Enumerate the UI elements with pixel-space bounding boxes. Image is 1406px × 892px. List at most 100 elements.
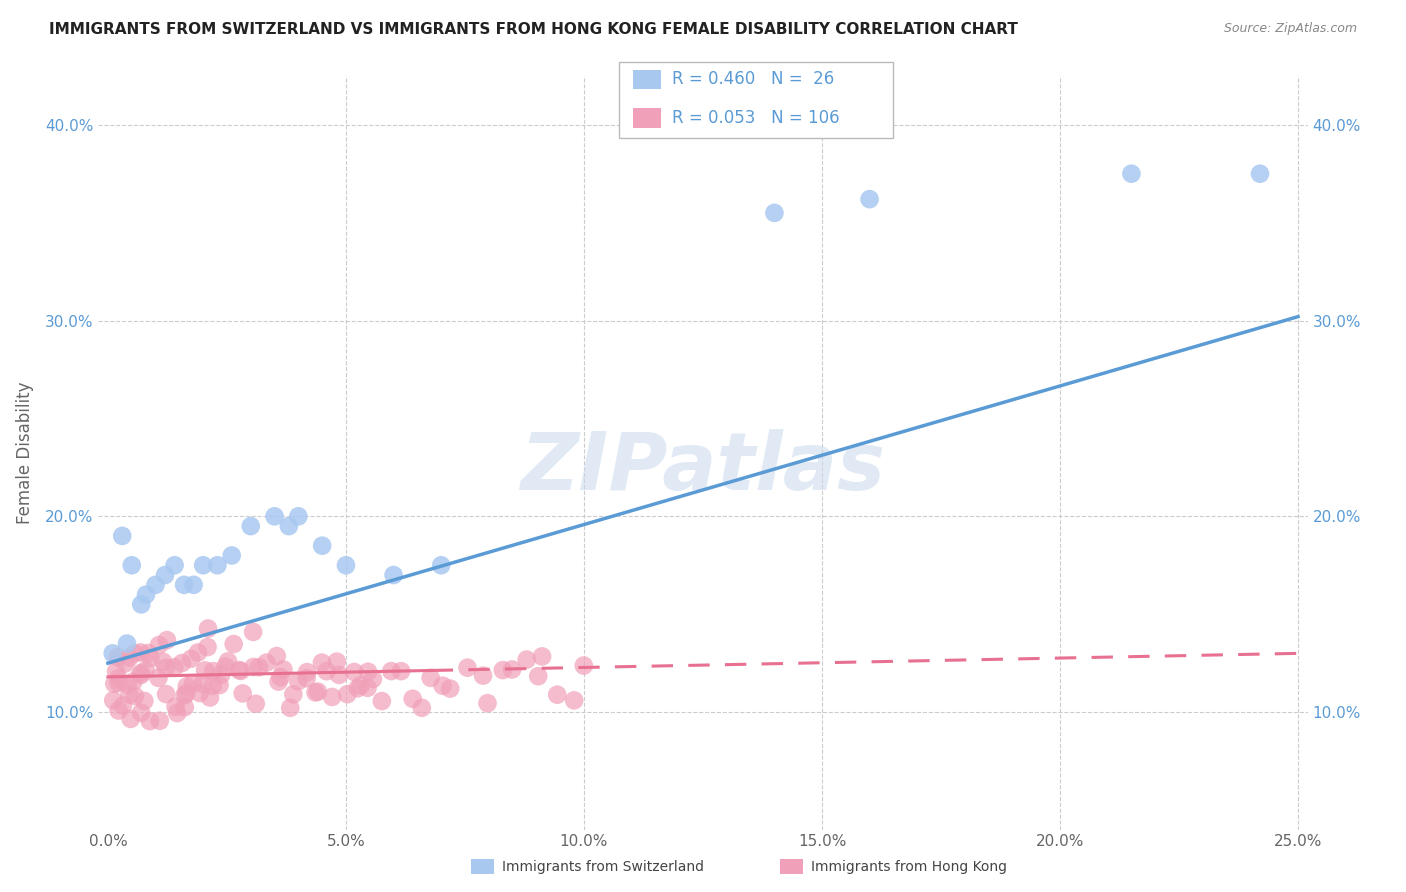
Point [382,568,405,582]
Point [311,539,333,553]
Point [278,701,301,715]
Point [103,677,125,691]
Point [859,192,882,206]
Point [304,685,326,699]
Point [456,661,478,675]
Point [266,648,288,663]
Point [174,686,197,700]
Point [315,664,337,678]
Point [326,655,349,669]
Point [153,568,176,582]
Text: R = 0.460   N =  26: R = 0.460 N = 26 [672,70,834,88]
Point [389,664,412,678]
Point [156,633,179,648]
Point [120,712,142,726]
Point [149,714,172,728]
Point [1249,167,1271,181]
Point [134,694,156,708]
Point [188,686,211,700]
Point [527,669,550,683]
Point [267,674,290,689]
Point [124,689,146,703]
Point [173,700,195,714]
Point [763,206,786,220]
Point [105,665,128,679]
Point [117,677,139,691]
Point [173,689,195,703]
Point [103,693,125,707]
Point [135,588,157,602]
Point [207,558,229,573]
Point [402,691,425,706]
Point [121,558,143,573]
Point [148,638,170,652]
Point [477,696,499,710]
Point [202,665,225,679]
Point [419,671,441,685]
Point [155,661,177,675]
Point [430,558,453,573]
Point [336,687,359,701]
Point [176,679,198,693]
Point [129,645,152,659]
Point [170,656,193,670]
Point [335,558,357,573]
Point [221,549,243,563]
Point [197,640,219,654]
Point [107,676,129,690]
Point [546,688,568,702]
Point [307,684,329,698]
Point [197,622,219,636]
Point [135,663,157,677]
Point [118,650,141,665]
Point [145,578,167,592]
Point [155,687,177,701]
Point [295,665,318,679]
Point [229,664,252,678]
Point [346,681,368,696]
Point [283,687,305,701]
Point [501,663,523,677]
Point [228,663,250,677]
Point [209,667,232,681]
Point [371,694,394,708]
Point [239,519,262,533]
Point [349,678,371,692]
Text: Immigrants from Switzerland: Immigrants from Switzerland [502,860,704,874]
Point [242,624,264,639]
Point [152,655,174,669]
Point [572,658,595,673]
Point [263,509,285,524]
Point [287,674,309,689]
Point [222,637,245,651]
Point [247,660,270,674]
Point [129,598,152,612]
Point [101,646,124,660]
Point [439,681,461,696]
Point [357,665,380,679]
Point [214,659,236,673]
Point [531,649,554,664]
Point [256,656,278,670]
Point [138,646,160,660]
Point [245,697,267,711]
Point [232,686,254,700]
Point [163,660,186,674]
Point [287,509,309,524]
Point [165,699,187,714]
Point [122,674,145,689]
Point [277,519,299,533]
Point [118,688,141,702]
Point [181,676,204,690]
Text: IMMIGRANTS FROM SWITZERLAND VS IMMIGRANTS FROM HONG KONG FEMALE DISABILITY CORRE: IMMIGRANTS FROM SWITZERLAND VS IMMIGRANT… [49,22,1018,37]
Point [129,666,152,681]
Point [183,578,205,592]
Point [295,671,318,685]
Text: ZIPatlas: ZIPatlas [520,429,886,507]
Text: Source: ZipAtlas.com: Source: ZipAtlas.com [1223,22,1357,36]
Point [311,656,333,670]
Point [328,668,350,682]
Text: Immigrants from Hong Kong: Immigrants from Hong Kong [811,860,1007,874]
Point [107,671,129,685]
Point [380,664,402,678]
